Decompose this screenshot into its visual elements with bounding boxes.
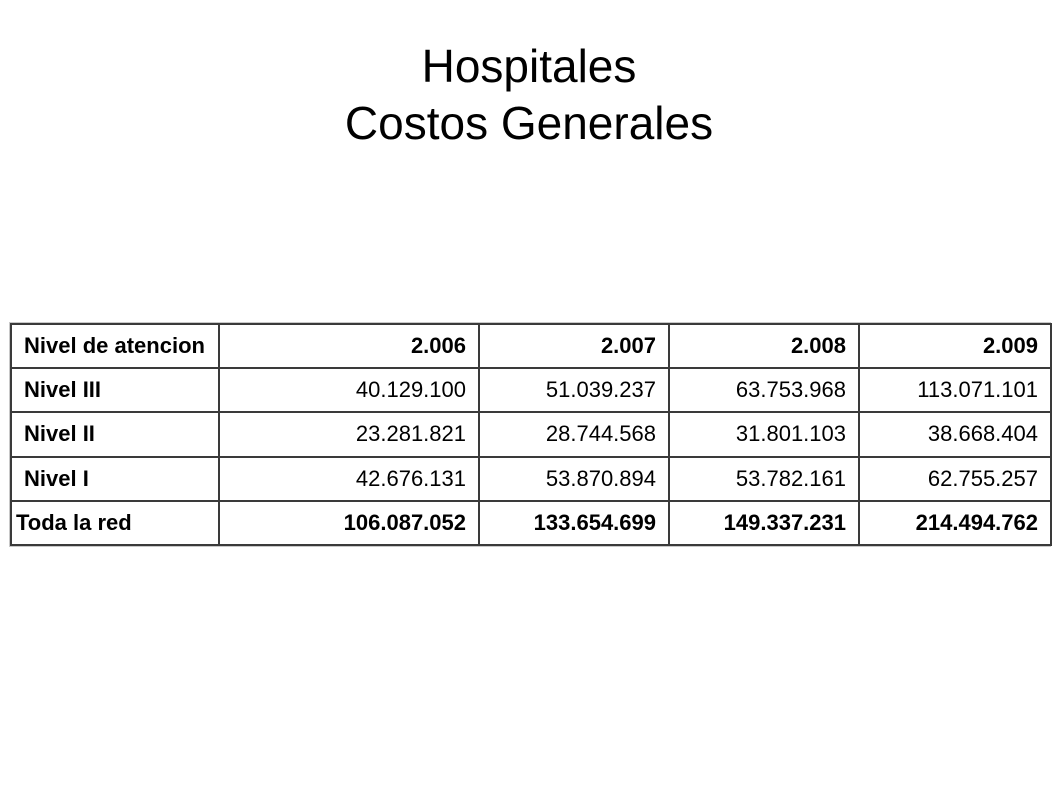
title-line-1: Hospitales	[421, 40, 637, 92]
row-value: 63.753.968	[668, 367, 860, 414]
row-value: 53.782.161	[668, 455, 860, 502]
total-label: Toda la red	[10, 499, 220, 547]
row-value: 113.071.101	[858, 367, 1052, 414]
table-header-row: Nivel de atencion 2.006 2.007 2.008 2.00…	[10, 322, 1052, 370]
row-value: 62.755.257	[858, 455, 1052, 502]
row-value: 28.744.568	[478, 411, 670, 458]
header-cell-year: 2.006	[218, 322, 480, 370]
table-row: Nivel II 23.281.821 28.744.568 31.801.10…	[10, 411, 1052, 458]
row-label: Nivel II	[10, 411, 220, 458]
row-value: 23.281.821	[218, 411, 480, 458]
row-value: 53.870.894	[478, 455, 670, 502]
header-cell-year: 2.007	[478, 322, 670, 370]
row-value: 42.676.131	[218, 455, 480, 502]
total-value: 106.087.052	[218, 499, 480, 547]
total-value: 214.494.762	[858, 499, 1052, 547]
header-cell-year: 2.009	[858, 322, 1052, 370]
row-value: 38.668.404	[858, 411, 1052, 458]
table-row: Nivel III 40.129.100 51.039.237 63.753.9…	[10, 367, 1052, 414]
total-value: 133.654.699	[478, 499, 670, 547]
total-value: 149.337.231	[668, 499, 860, 547]
header-cell-level: Nivel de atencion	[10, 322, 220, 370]
costs-table: Nivel de atencion 2.006 2.007 2.008 2.00…	[10, 322, 1052, 547]
row-value: 51.039.237	[478, 367, 670, 414]
table-total-row: Toda la red 106.087.052 133.654.699 149.…	[10, 499, 1052, 547]
row-value: 31.801.103	[668, 411, 860, 458]
row-value: 40.129.100	[218, 367, 480, 414]
header-cell-year: 2.008	[668, 322, 860, 370]
costs-table-image: Nivel de atencion 2.006 2.007 2.008 2.00…	[10, 322, 1052, 547]
row-label: Nivel III	[10, 367, 220, 414]
row-label: Nivel I	[10, 455, 220, 502]
table-row: Nivel I 42.676.131 53.870.894 53.782.161…	[10, 455, 1052, 502]
slide-title: Hospitales Costos Generales	[0, 38, 1058, 152]
title-line-2: Costos Generales	[344, 97, 714, 149]
